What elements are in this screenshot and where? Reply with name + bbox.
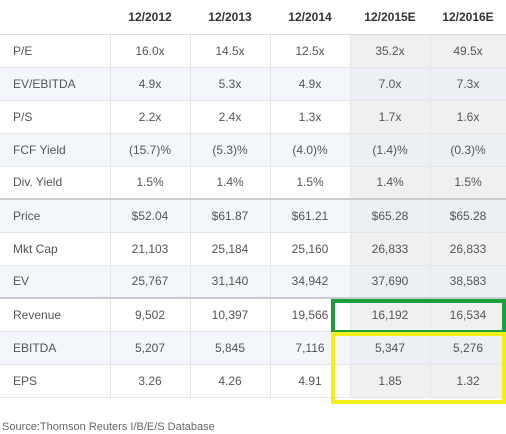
- table-cell: 16,192: [350, 297, 431, 332]
- table-cell: 7.3x: [430, 67, 506, 101]
- table-row: Revenue 9,502 10,397 19,566 16,192 16,53…: [0, 297, 506, 332]
- table-cell: 7.0x: [350, 67, 431, 101]
- table-row: Div. Yield 1.5% 1.4% 1.5% 1.4% 1.5%: [0, 166, 506, 200]
- table-cell: (4.0)%: [270, 133, 351, 167]
- table-cell: 1.5%: [430, 166, 506, 200]
- table-cell: 25,160: [270, 232, 351, 266]
- table-cell: 12.5x: [270, 34, 351, 68]
- row-label: FCF Yield: [0, 133, 111, 167]
- table-cell: (15.7)%: [110, 133, 191, 167]
- table-cell: (1.4)%: [350, 133, 431, 167]
- header-2014: 12/2014: [270, 0, 350, 35]
- table-cell: 5,347: [350, 331, 431, 365]
- table-cell: 25,767: [110, 265, 191, 299]
- table-cell: 5.3x: [190, 67, 271, 101]
- table-cell: 1.4%: [190, 166, 271, 200]
- row-label: EV: [0, 265, 111, 299]
- source-note: Source:Thomson Reuters I/B/E/S Database: [2, 421, 215, 433]
- table-cell: 38,583: [430, 265, 506, 299]
- table-cell: 2.2x: [110, 100, 191, 134]
- row-label: P/E: [0, 34, 111, 68]
- table-cell: $52.04: [110, 198, 191, 233]
- table-cell: $61.87: [190, 198, 271, 233]
- header-row: 12/2012 12/2013 12/2014 12/2015E 12/2016…: [0, 0, 506, 35]
- table-cell: 34,942: [270, 265, 351, 299]
- table-cell: 2.4x: [190, 100, 271, 134]
- table-cell: 1.85: [350, 364, 431, 398]
- table-cell: 1.3x: [270, 100, 351, 134]
- table-cell: 4.9x: [110, 67, 191, 101]
- table-cell: 10,397: [190, 297, 271, 332]
- table-cell: 5,845: [190, 331, 271, 365]
- table-cell: 16,534: [430, 297, 506, 332]
- table-row: EBITDA 5,207 5,845 7,116 5,347 5,276: [0, 331, 506, 365]
- table-cell: 25,184: [190, 232, 271, 266]
- table-cell: 5,207: [110, 331, 191, 365]
- header-empty: [0, 0, 110, 35]
- row-label: Revenue: [0, 297, 111, 332]
- table-row: P/E 16.0x 14.5x 12.5x 35.2x 49.5x: [0, 34, 506, 68]
- table-row: P/S 2.2x 2.4x 1.3x 1.7x 1.6x: [0, 100, 506, 134]
- table-cell: 21,103: [110, 232, 191, 266]
- table-cell: 37,690: [350, 265, 431, 299]
- header-2016e: 12/2016E: [430, 0, 506, 35]
- table-cell: 5,276: [430, 331, 506, 365]
- row-label: EV/EBITDA: [0, 67, 111, 101]
- table-row: Price $52.04 $61.87 $61.21 $65.28 $65.28: [0, 198, 506, 233]
- table-cell: 1.7x: [350, 100, 431, 134]
- row-label: Div. Yield: [0, 166, 111, 200]
- table-cell: 1.32: [430, 364, 506, 398]
- table-cell: 1.5%: [110, 166, 191, 200]
- table-cell: $65.28: [350, 198, 431, 233]
- table-cell: 49.5x: [430, 34, 506, 68]
- table-row: EV/EBITDA 4.9x 5.3x 4.9x 7.0x 7.3x: [0, 67, 506, 101]
- table-cell: 26,833: [430, 232, 506, 266]
- table-cell: 35.2x: [350, 34, 431, 68]
- table-cell: 3.26: [110, 364, 191, 398]
- table-cell: 7,116: [270, 331, 351, 365]
- table-cell: 4.91: [270, 364, 351, 398]
- table-cell: 4.9x: [270, 67, 351, 101]
- row-label: EPS: [0, 364, 111, 398]
- header-2012: 12/2012: [110, 0, 190, 35]
- table-cell: 19,566: [270, 297, 351, 332]
- table-cell: 31,140: [190, 265, 271, 299]
- table-cell: $61.21: [270, 198, 351, 233]
- table-cell: $65.28: [430, 198, 506, 233]
- table-cell: 1.6x: [430, 100, 506, 134]
- table-cell: 26,833: [350, 232, 431, 266]
- table-row: EPS 3.26 4.26 4.91 1.85 1.32: [0, 364, 506, 398]
- row-label: P/S: [0, 100, 111, 134]
- table-cell: 1.5%: [270, 166, 351, 200]
- header-2013: 12/2013: [190, 0, 270, 35]
- table-row: Mkt Cap 21,103 25,184 25,160 26,833 26,8…: [0, 232, 506, 266]
- valuation-metrics-table: 12/2012 12/2013 12/2014 12/2015E 12/2016…: [0, 0, 506, 398]
- table-cell: 16.0x: [110, 34, 191, 68]
- table-cell: 14.5x: [190, 34, 271, 68]
- row-label: EBITDA: [0, 331, 111, 365]
- table-row: FCF Yield (15.7)% (5.3)% (4.0)% (1.4)% (…: [0, 133, 506, 167]
- table-cell: (0.3)%: [430, 133, 506, 167]
- row-label: Mkt Cap: [0, 232, 111, 266]
- table-cell: 9,502: [110, 297, 191, 332]
- table-cell: 4.26: [190, 364, 271, 398]
- table-row: EV 25,767 31,140 34,942 37,690 38,583: [0, 265, 506, 299]
- table-cell: (5.3)%: [190, 133, 271, 167]
- header-2015e: 12/2015E: [350, 0, 430, 35]
- row-label: Price: [0, 198, 111, 233]
- table-cell: 1.4%: [350, 166, 431, 200]
